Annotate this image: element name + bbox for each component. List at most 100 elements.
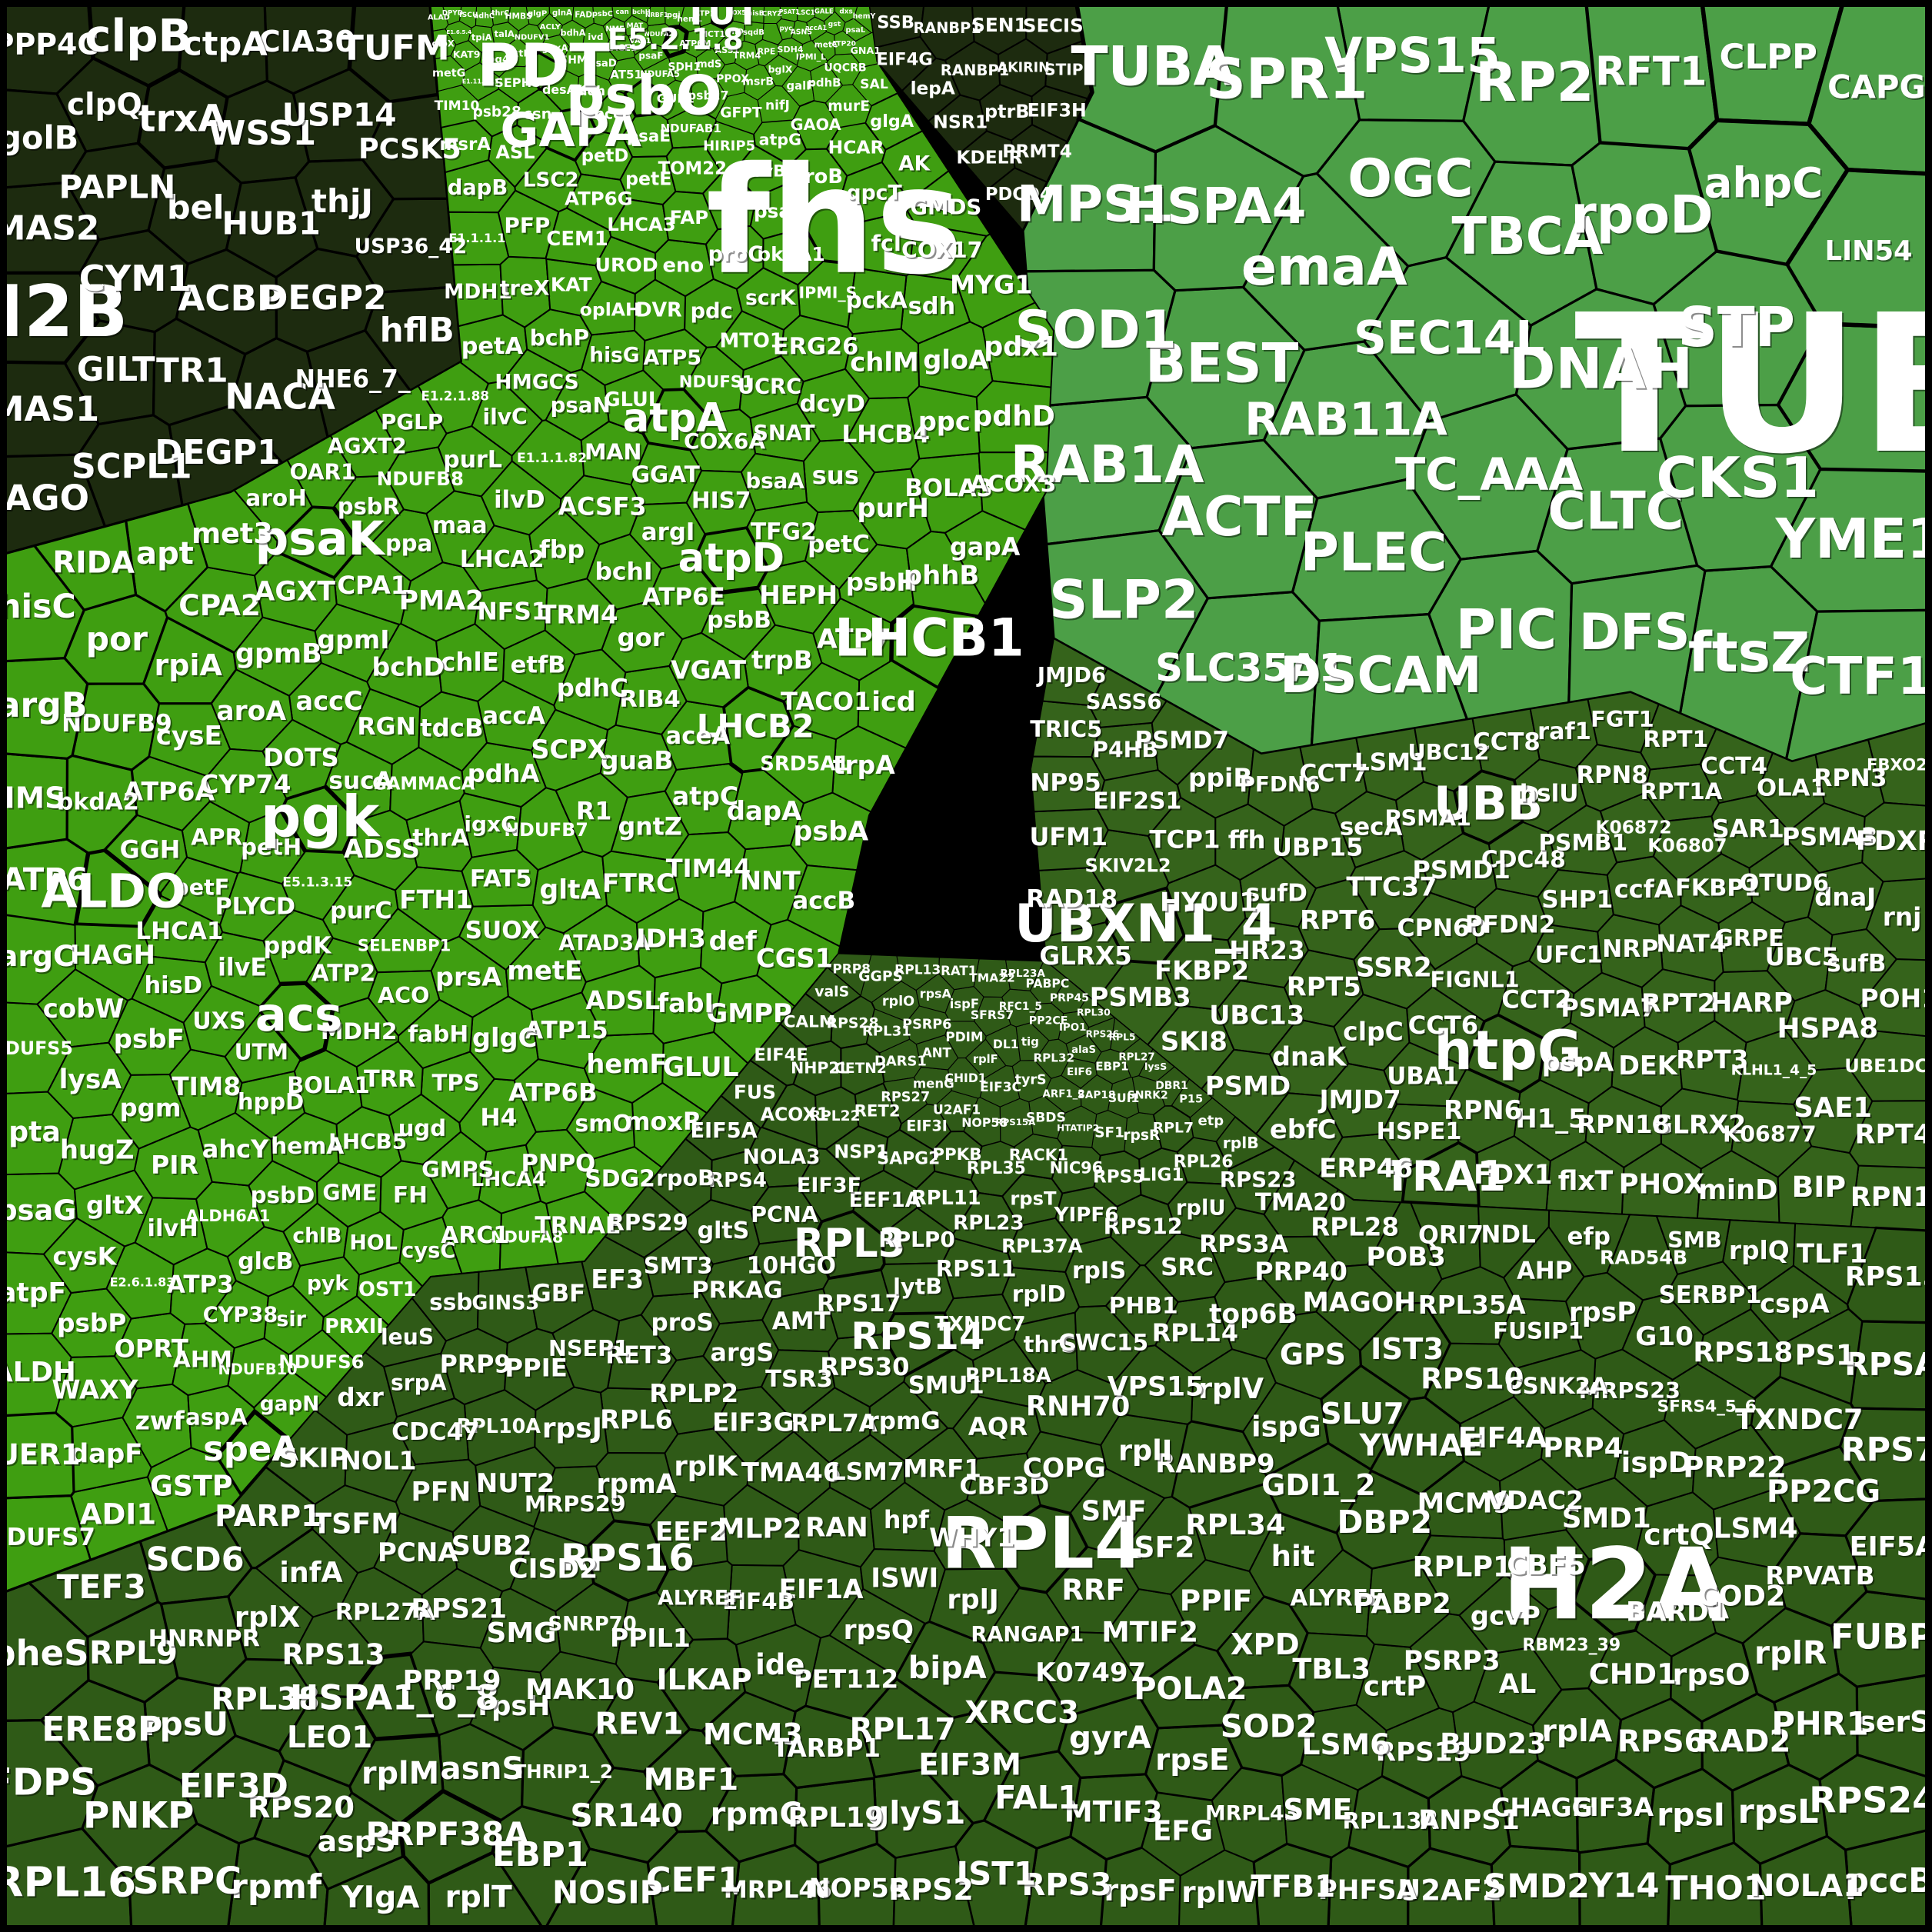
treemap-cell[interactable] [159, 1595, 248, 1687]
treemap-cell[interactable] [740, 452, 808, 511]
treemap-cell[interactable] [787, 148, 848, 208]
treemap-cell[interactable] [344, 1421, 416, 1503]
treemap-cell[interactable] [1353, 928, 1436, 1010]
treemap-cell[interactable] [628, 28, 652, 55]
treemap-cell[interactable] [367, 970, 441, 1037]
treemap-cell[interactable] [839, 162, 911, 222]
treemap-cell[interactable] [794, 1777, 878, 1864]
treemap-cell[interactable] [1069, 1467, 1166, 1557]
treemap-cell[interactable] [1499, 1759, 1579, 1853]
treemap-cell[interactable] [491, 1805, 591, 1929]
treemap-cell[interactable] [827, 953, 872, 996]
treemap-cell[interactable] [435, 55, 466, 92]
treemap-cell[interactable] [1499, 1457, 1577, 1541]
treemap-cell[interactable] [579, 281, 636, 336]
treemap-cell[interactable] [1539, 1022, 1615, 1104]
treemap-cell[interactable] [685, 1199, 761, 1265]
treemap-cell[interactable] [1144, 1232, 1226, 1303]
treemap-cell[interactable] [1034, 1038, 1071, 1079]
treemap-cell[interactable] [746, 501, 819, 569]
treemap-cell[interactable] [824, 84, 872, 128]
treemap-cell[interactable] [984, 1024, 1021, 1067]
treemap-cell[interactable] [410, 1641, 495, 1736]
treemap-cell[interactable] [894, 1620, 997, 1720]
treemap-cell[interactable] [172, 1322, 235, 1396]
treemap-cell[interactable] [1223, 1146, 1296, 1215]
treemap-cell[interactable] [1111, 1344, 1194, 1425]
treemap-cell[interactable] [661, 25, 689, 58]
treemap-cell[interactable] [642, 1727, 737, 1834]
treemap-cell[interactable] [1779, 1308, 1863, 1404]
treemap-cell[interactable] [1054, 1186, 1118, 1247]
treemap-cell[interactable] [545, 207, 612, 267]
treemap-cell[interactable] [559, 475, 642, 545]
treemap-cell[interactable] [1367, 1201, 1443, 1304]
treemap-cell[interactable] [938, 957, 980, 991]
treemap-cell[interactable] [389, 746, 465, 821]
treemap-cell[interactable] [440, 1327, 508, 1405]
treemap-cell[interactable] [1170, 1559, 1265, 1652]
treemap-cell[interactable] [479, 1587, 561, 1674]
treemap-cell[interactable] [461, 849, 539, 908]
treemap-cell[interactable] [857, 660, 940, 749]
treemap-cell[interactable] [1514, 288, 1687, 451]
treemap-cell[interactable] [291, 68, 391, 163]
treemap-cell[interactable] [1473, 1647, 1563, 1727]
treemap-cell[interactable] [105, 1241, 175, 1320]
treemap-cell[interactable] [1131, 1075, 1166, 1115]
treemap-cell[interactable] [750, 1184, 822, 1245]
treemap-cell[interactable] [944, 510, 1027, 605]
treemap-cell[interactable] [516, 88, 562, 142]
treemap-cell[interactable] [425, 490, 495, 568]
treemap-cell[interactable] [1189, 1098, 1236, 1142]
treemap-cell[interactable] [1730, 1100, 1813, 1178]
treemap-cell[interactable] [608, 56, 645, 94]
treemap-cell[interactable] [521, 1726, 615, 1822]
treemap-cell[interactable] [440, 119, 493, 174]
treemap-cell[interactable] [1041, 638, 1108, 706]
treemap-cell[interactable] [565, 1087, 635, 1161]
treemap-cell[interactable] [1537, 869, 1614, 933]
treemap-cell[interactable] [749, 1023, 808, 1087]
treemap-cell[interactable] [1691, 1424, 1784, 1511]
treemap-cell[interactable] [538, 34, 570, 65]
treemap-cell[interactable] [1264, 1441, 1373, 1534]
treemap-cell[interactable] [762, 724, 837, 804]
treemap-cell[interactable] [509, 1527, 595, 1613]
treemap-cell[interactable] [810, 62, 844, 104]
treemap-cell[interactable] [734, 40, 760, 71]
treemap-cell[interactable] [133, 1126, 213, 1200]
treemap-cell[interactable] [505, 926, 587, 1011]
treemap-cell[interactable] [275, 247, 380, 353]
treemap-cell[interactable] [182, 985, 261, 1058]
treemap-cell[interactable] [715, 310, 784, 371]
treemap-cell[interactable] [948, 1057, 985, 1099]
treemap-cell[interactable] [700, 1254, 774, 1325]
treemap-cell[interactable] [1655, 1215, 1731, 1275]
treemap-cell[interactable] [880, 1262, 954, 1314]
treemap-cell[interactable] [1166, 864, 1247, 941]
treemap-cell[interactable] [1621, 1294, 1704, 1381]
treemap-cell[interactable] [761, 1349, 836, 1422]
treemap-cell[interactable] [28, 1540, 159, 1639]
treemap-cell[interactable] [1096, 769, 1182, 837]
treemap-cell[interactable] [286, 435, 357, 508]
treemap-cell[interactable] [758, 560, 841, 635]
treemap-cell[interactable] [33, 519, 138, 611]
treemap-cell[interactable] [705, 225, 764, 290]
treemap-cell[interactable] [1652, 815, 1723, 884]
treemap-cell[interactable] [851, 32, 879, 68]
treemap-cell[interactable] [1025, 1431, 1108, 1514]
treemap-cell[interactable] [932, 1131, 983, 1181]
treemap-cell[interactable] [1700, 1556, 1787, 1644]
treemap-cell[interactable] [1421, 832, 1497, 909]
treemap-cell[interactable] [47, 1041, 132, 1119]
treemap-cell[interactable] [471, 380, 544, 457]
treemap-cell[interactable] [864, 92, 924, 151]
treemap-cell[interactable] [1503, 1226, 1585, 1303]
treemap-cell[interactable] [395, 1458, 481, 1533]
treemap-cell[interactable] [1156, 1066, 1190, 1107]
treemap-cell[interactable] [661, 191, 719, 245]
treemap-cell[interactable] [281, 851, 355, 921]
treemap-cell[interactable] [65, 142, 166, 242]
